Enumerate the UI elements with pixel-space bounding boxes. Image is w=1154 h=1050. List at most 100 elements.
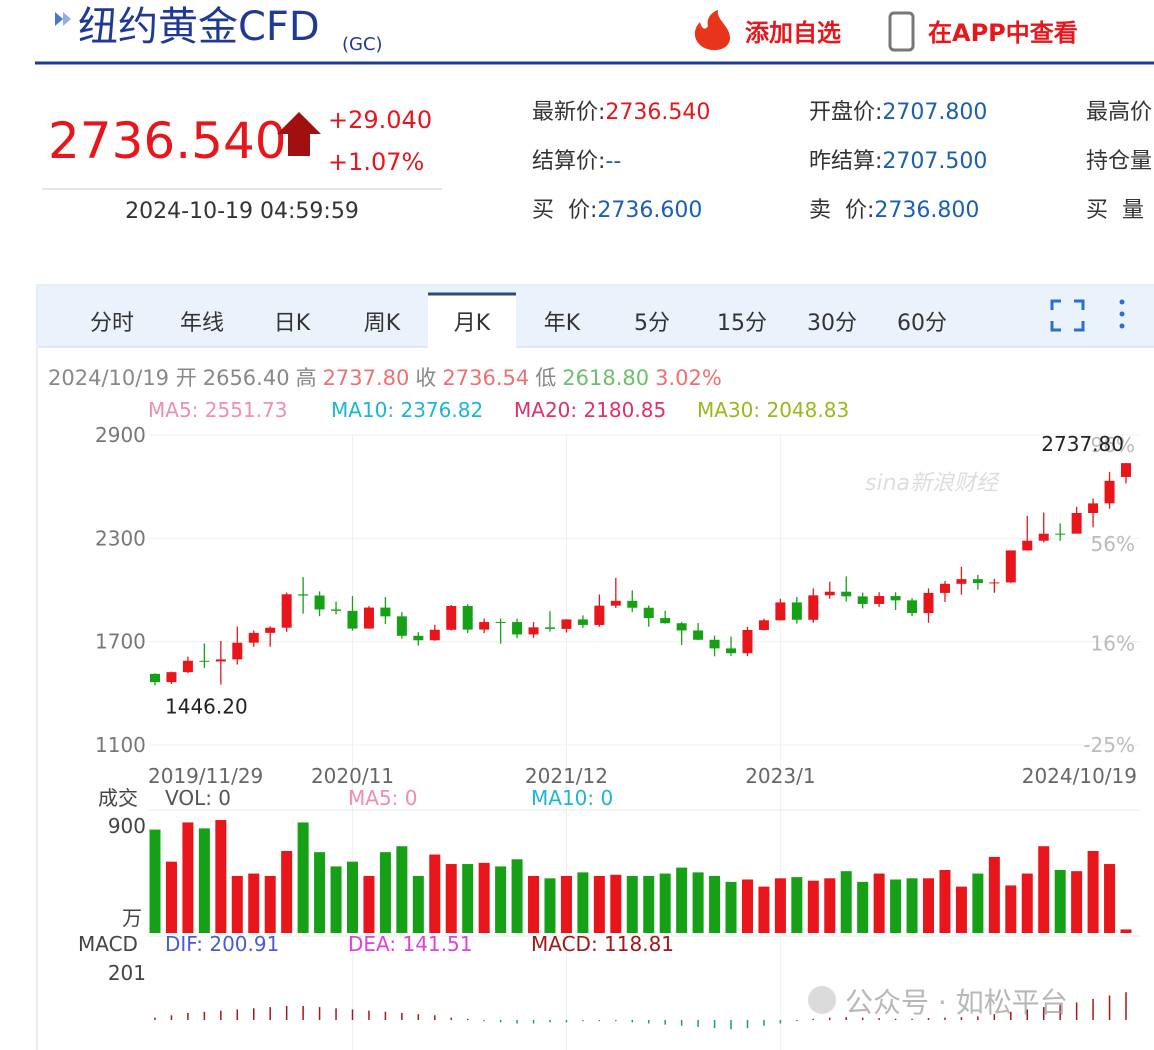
- tab[interactable]: 周K: [364, 311, 401, 336]
- flame-icon[interactable]: [694, 10, 730, 51]
- volume-bar: [495, 866, 507, 933]
- view-app[interactable]: 在APP中查看: [928, 19, 1078, 47]
- y-tick-label: 1700: [95, 630, 146, 654]
- candle-body: [610, 600, 621, 606]
- quote-field: 开盘价:2707.800: [809, 100, 987, 125]
- title: 纽约黄金CFD: [78, 4, 320, 50]
- volume-bar: [264, 875, 276, 933]
- tab-bar: [38, 286, 1154, 347]
- phone-icon[interactable]: [888, 11, 915, 52]
- volume-bar: [741, 879, 753, 933]
- volume-bar: [774, 878, 786, 933]
- volume-bar: [626, 875, 638, 933]
- candle-body: [544, 627, 555, 629]
- tab[interactable]: 日K: [274, 311, 311, 336]
- fullscreen-icon[interactable]: [1050, 299, 1085, 332]
- tab[interactable]: 60分: [897, 311, 947, 336]
- x-tick-label: 2024/10/19: [1022, 764, 1137, 788]
- volume-bar: [593, 875, 605, 933]
- candle-body: [512, 622, 523, 635]
- field-value: --: [605, 149, 621, 174]
- candle-body: [248, 632, 259, 643]
- icon: [55, 12, 63, 26]
- volume-bar: [873, 873, 885, 933]
- legend-item: 2737.80: [323, 366, 410, 390]
- candle-body: [561, 619, 572, 629]
- legend-item: MACD: 118.81: [531, 932, 674, 956]
- volume-bar: [1104, 864, 1116, 933]
- min-label: 1446.20: [165, 694, 248, 718]
- candle-body: [709, 639, 720, 649]
- candle-body: [693, 630, 704, 640]
- x-tick-label: 2023/1: [745, 764, 815, 788]
- legend-item: 3.02%: [655, 366, 722, 390]
- volume-bar: [857, 881, 869, 933]
- volume-bar: [429, 854, 441, 933]
- volume-bar: [478, 862, 490, 933]
- tab[interactable]: 5分: [634, 311, 670, 336]
- volume-bar: [379, 852, 391, 933]
- volume-bar: [281, 850, 293, 933]
- wechat-icon: [808, 986, 836, 1014]
- candle-body: [396, 616, 407, 636]
- candle-body: [1022, 540, 1033, 551]
- volume-bar: [610, 874, 622, 933]
- quote-field: 卖 价:2736.800: [809, 198, 979, 223]
- volume-bar: [972, 873, 984, 933]
- candle-body: [726, 648, 737, 654]
- field-label: 买 量: [1086, 198, 1144, 223]
- max-label: 2737.80: [1041, 432, 1124, 456]
- legend-item: 2736.54: [442, 366, 529, 390]
- candle-body: [808, 595, 819, 620]
- volume-bar: [231, 875, 243, 933]
- legend-item: DIF: 200.91: [165, 932, 279, 956]
- candle-body: [1104, 480, 1115, 504]
- candle-body: [791, 602, 802, 620]
- candle-body: [331, 609, 342, 611]
- legend-item: MA10: 2376.82: [331, 398, 483, 422]
- change: +29.040: [328, 106, 432, 134]
- candle-body: [479, 622, 490, 630]
- macd-title: MACD: [78, 932, 138, 956]
- tab[interactable]: 15分: [717, 311, 767, 336]
- candle-body: [824, 591, 835, 596]
- candle-body: [758, 620, 769, 630]
- icon: [63, 12, 71, 26]
- field-value: 2707.800: [882, 100, 987, 125]
- candle-body: [1121, 463, 1131, 477]
- price: 2736.540: [48, 112, 287, 170]
- tab[interactable]: 月K: [454, 311, 491, 336]
- candle-body: [446, 606, 457, 630]
- candle-body: [676, 623, 687, 631]
- add-watch[interactable]: 添加自选: [745, 19, 841, 47]
- candle-body: [857, 596, 868, 604]
- up-arrow: [277, 112, 321, 156]
- legend-item: VOL: 0: [165, 786, 231, 810]
- tab[interactable]: 年K: [544, 311, 581, 336]
- candle-body: [956, 579, 967, 584]
- volume-bar: [544, 878, 556, 933]
- volume-bar: [643, 875, 655, 933]
- y-tick-label: 2900: [95, 423, 146, 447]
- legend-row: MA5: 2551.73 MA10: 2376.82 MA20: 2180.85 MA…: [148, 398, 849, 422]
- volume-title: 成交: [98, 786, 138, 810]
- volume-bar: [412, 875, 424, 933]
- field-value: 2736.800: [874, 198, 979, 223]
- candle-body: [627, 600, 638, 608]
- candle-body: [890, 596, 901, 601]
- candle-body: [742, 629, 753, 654]
- candle-body: [923, 592, 934, 614]
- y2-tick-label: -25%: [1083, 733, 1135, 757]
- volume-bar: [445, 864, 457, 933]
- more-icon[interactable]: [1119, 299, 1125, 329]
- volume-bar: [560, 875, 572, 933]
- tab[interactable]: 分时: [90, 311, 134, 336]
- y-tick-label: 1100: [95, 733, 146, 757]
- candle-body: [429, 629, 440, 641]
- volume-bar: [906, 878, 918, 933]
- tab[interactable]: 30分: [807, 311, 857, 336]
- legend-item: MA20: 2180.85: [514, 398, 666, 422]
- volume-bar: [1054, 869, 1066, 933]
- tab[interactable]: 年线: [180, 311, 224, 336]
- field-value: 2707.500: [882, 149, 987, 174]
